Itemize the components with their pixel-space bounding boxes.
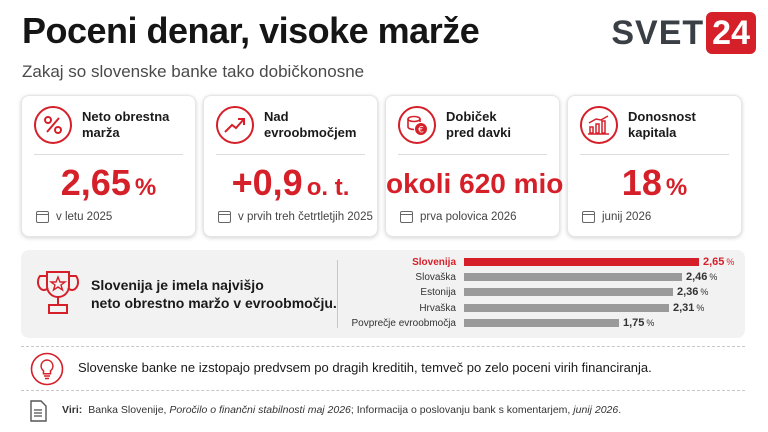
stat-card-net-interest-margin: Neto obrestna marža 2,65% v letu 2025 <box>21 95 196 237</box>
bar-row: Estonija 2,36% <box>351 285 708 299</box>
bar-value-label: 1,75% <box>623 317 655 329</box>
calendar-icon <box>36 211 49 223</box>
bar-row: Slovenija 2,65% <box>351 255 734 269</box>
document-icon <box>28 400 48 427</box>
stat-card-label: Dobiček pred davki <box>446 109 512 140</box>
svet24-logo: SVET 24 <box>611 12 756 54</box>
bar <box>464 273 682 281</box>
bar-growth-icon <box>580 106 618 144</box>
comparison-panel: Slovenija je imela najvišjo neto obrestn… <box>21 250 745 338</box>
bar-row: Hrvaška 2,31% <box>351 301 704 315</box>
divider <box>21 390 745 391</box>
stat-card-note: v prvih treh četrtletjih 2025 <box>218 211 373 223</box>
calendar-icon <box>400 211 413 223</box>
stat-card-label: Donosnost kapitala <box>628 109 696 140</box>
bar-row: Slovaška 2,46% <box>351 270 717 284</box>
stat-card-note: v letu 2025 <box>36 211 112 223</box>
bar-row: Povprečje evroobmočja 1,75% <box>351 316 704 330</box>
lightbulb-icon <box>30 352 64 391</box>
page-subtitle: Zakaj so slovenske banke tako dobičkonos… <box>22 62 365 81</box>
bar-category-label: Povprečje evroobmočja <box>351 317 457 329</box>
page-title: Poceni denar, visoke marže <box>22 10 480 51</box>
stat-card-return-on-equity: Donosnost kapitala 18% junij 2026 <box>567 95 742 237</box>
stat-card-value: 18% <box>621 162 688 203</box>
panel-headline: Slovenija je imela najvišjo neto obrestn… <box>91 277 337 311</box>
bar <box>464 258 699 266</box>
calendar-icon <box>582 211 595 223</box>
insight-text: Slovenske banke ne izstopajo predvsem po… <box>78 360 652 375</box>
svg-text:€: € <box>418 126 424 136</box>
bar-value-label: 2,65% <box>703 256 735 268</box>
stat-card-value: okoli 620 mio € <box>386 168 587 199</box>
stat-card-label: Nad evroobmočjem <box>264 109 357 140</box>
bar-value-label: 2,36% <box>677 286 709 298</box>
sources-line: Viri: Banka Slovenije, Poročilo o finančn… <box>62 404 622 416</box>
calendar-icon <box>218 211 231 223</box>
stat-card-above-euro-area: Nad evroobmočjem +0,9 o. t. v prvih treh … <box>203 95 378 237</box>
logo-number: 24 <box>706 12 756 54</box>
bar-category-label: Slovaška <box>415 271 456 283</box>
stat-card-value: 2,65% <box>60 162 157 203</box>
trophy-icon <box>35 268 81 325</box>
stat-card-profit-before-tax: € Dobiček pred davki okoli 620 mio € prv… <box>385 95 587 237</box>
trend-up-icon <box>216 106 254 144</box>
stat-card-note: junij 2026 <box>582 211 651 223</box>
bar-category-label: Hrvaška <box>419 302 456 314</box>
bar <box>464 288 673 296</box>
stat-card-label: Neto obrestna marža <box>82 109 170 140</box>
coins-icon: € <box>398 106 436 144</box>
stat-card-note: prva polovica 2026 <box>400 211 517 223</box>
stat-card-value: +0,9 o. t. <box>231 162 350 203</box>
bar <box>464 304 669 312</box>
bar-category-label: Slovenija <box>412 256 456 268</box>
bar-value-label: 2,31% <box>673 302 705 314</box>
logo-text: SVET <box>611 14 705 52</box>
bar <box>464 319 619 327</box>
bar-value-label: 2,46% <box>686 271 718 283</box>
percent-icon <box>34 106 72 144</box>
divider <box>21 346 745 347</box>
bar-category-label: Estonija <box>420 286 456 298</box>
